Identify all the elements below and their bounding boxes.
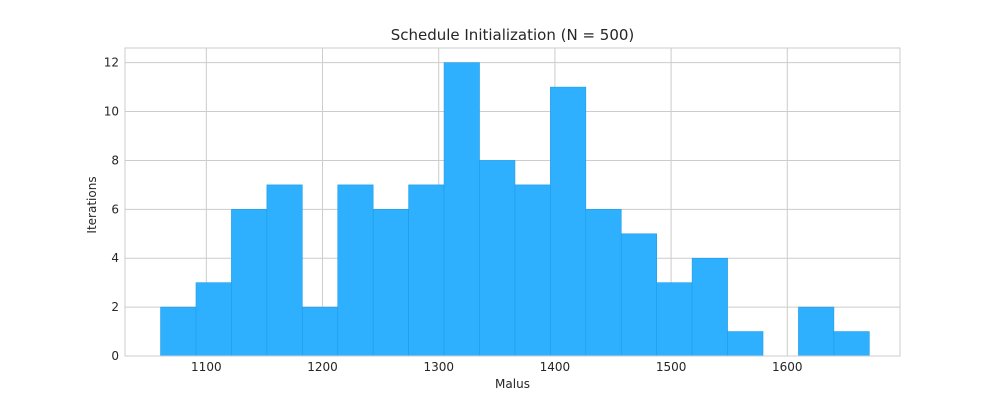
x-tick-label: 1100 (191, 360, 222, 374)
histogram-bar (586, 209, 621, 356)
y-tick-label: 10 (104, 105, 119, 119)
x-tick-label: 1200 (307, 360, 338, 374)
y-tick-label: 0 (111, 349, 119, 363)
x-tick-label: 1400 (540, 360, 571, 374)
histogram-bar (196, 283, 231, 356)
histogram-bar (267, 185, 302, 356)
y-axis-label: Iterations (85, 176, 99, 233)
y-tick-label: 6 (111, 202, 119, 216)
histogram-bar (231, 209, 266, 356)
histogram-bar (728, 332, 763, 356)
histogram-bar (373, 209, 408, 356)
histogram-bar (302, 307, 337, 356)
y-tick-label: 2 (111, 300, 119, 314)
x-tick-label: 1500 (656, 360, 687, 374)
y-tick-labels: 0 2 4 6 8 10 12 (104, 56, 119, 363)
x-axis-label: Malus (495, 377, 530, 391)
chart-title: Schedule Initialization (N = 500) (391, 26, 635, 44)
y-tick-label: 4 (111, 251, 119, 265)
histogram-bar (409, 185, 444, 356)
y-tick-label: 8 (111, 153, 119, 167)
histogram-bar (834, 332, 869, 356)
histogram-bar (515, 185, 550, 356)
histogram-bar (444, 63, 479, 356)
histogram-bar (338, 185, 373, 356)
x-tick-labels: 1100 1200 1300 1400 1500 1600 (191, 360, 803, 374)
x-tick-label: 1600 (772, 360, 803, 374)
histogram-bar (550, 87, 585, 356)
histogram-bar (621, 234, 656, 356)
histogram-bar (480, 160, 515, 356)
y-tick-label: 12 (104, 56, 119, 70)
histogram-bar (161, 307, 196, 356)
x-tick-label: 1300 (423, 360, 454, 374)
histogram-bar (692, 258, 727, 356)
histogram-bar (798, 307, 833, 356)
histogram-bar (657, 283, 692, 356)
